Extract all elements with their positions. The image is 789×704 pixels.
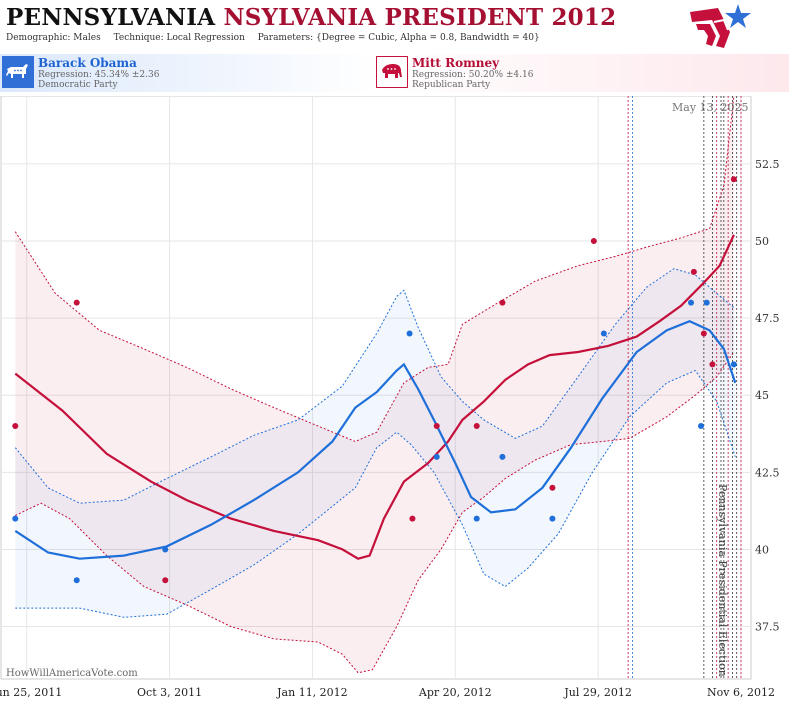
y-tick-label: 37.5 — [755, 621, 780, 634]
obama-regression: Regression: 45.34% ±2.36 — [38, 70, 160, 80]
romney-poll-point — [690, 268, 697, 275]
obama-poll-point — [73, 577, 80, 584]
romney-poll-point — [549, 484, 556, 491]
romney-trend-line — [14, 234, 735, 560]
obama-poll-point — [730, 361, 737, 368]
x-tick-label: Apr 20, 2012 — [418, 686, 492, 699]
obama-upper-bound — [14, 268, 736, 504]
romney-poll-point — [730, 176, 737, 183]
romney-poll-point — [73, 299, 80, 306]
obama-party: Democratic Party — [38, 80, 118, 90]
obama-trend-line — [14, 320, 737, 560]
elephant-icon — [376, 56, 408, 88]
y-tick-label: 45 — [755, 389, 769, 402]
parameters-label: Parameters: {Degree = Cubic, Alpha = 0.8… — [257, 33, 540, 43]
star-flag-logo-icon[interactable] — [688, 2, 752, 50]
donkey-icon — [2, 56, 34, 88]
obama-poll-point — [12, 515, 19, 522]
romney-confidence-band — [15, 96, 734, 673]
obama-confidence-band — [15, 268, 736, 618]
obama-name: Barack Obama — [38, 56, 137, 70]
y-tick-label: 52.5 — [755, 158, 780, 171]
romney-name: Mitt Romney — [412, 56, 500, 70]
poll-chart: 37.5 40 42.5 45 47.5 50 52.5 Jun 25, 2011 Oct 3,… — [0, 96, 780, 699]
obama-legend: Barack Obama Regression: 45.34% ±2.36 De… — [0, 54, 380, 92]
romney-legend: Mitt Romney Regression: 50.20% ±4.16 Rep… — [374, 54, 789, 92]
romney-poll-point — [12, 423, 19, 430]
romney-poll-point — [499, 299, 506, 306]
x-tick-label: Oct 3, 2011 — [137, 686, 202, 699]
obama-poll-point — [406, 330, 413, 337]
romney-lower-bound — [15, 351, 735, 674]
romney-poll-point — [700, 330, 707, 337]
obama-poll-point — [549, 515, 556, 522]
x-tick-label: Nov 6, 2012 — [707, 686, 775, 699]
x-tick-label: Jun 25, 2011 — [0, 686, 62, 699]
romney-poll-point — [162, 577, 169, 584]
obama-poll-point — [688, 299, 694, 306]
parameter-line: Demographic: Males Technique: Local Regr… — [6, 33, 550, 43]
plot-frame — [0, 96, 752, 680]
romney-poll-point — [590, 237, 597, 244]
obama-poll-point — [698, 423, 704, 430]
state-name: PENNSYLVANIA — [6, 4, 216, 31]
romney-poll-point — [433, 423, 440, 430]
obama-lower-bound — [15, 369, 736, 618]
obama-poll-point — [473, 515, 480, 522]
obama-poll-point — [703, 299, 710, 306]
election-label: Pennsylvania Presidential Election — [716, 484, 729, 677]
y-tick-label: 40 — [755, 543, 769, 556]
watermark: HowWillAmericaVote.com — [6, 668, 138, 679]
obama-poll-point — [433, 453, 440, 460]
page-title: PENNSYLVANIA NSYLVANIA PRESIDENT 2012 — [6, 4, 616, 31]
x-tick-label: Jan 11, 2012 — [276, 686, 348, 699]
romney-poll-point — [409, 515, 416, 522]
y-tick-label: 42.5 — [755, 466, 780, 479]
y-tick-label: 47.5 — [755, 312, 780, 325]
y-tick-label: 50 — [755, 235, 769, 248]
romney-party: Republican Party — [412, 80, 491, 90]
x-tick-label: Jul 29, 2012 — [563, 686, 632, 699]
race-title: NSYLVANIA PRESIDENT 2012 — [223, 4, 617, 31]
romney-regression: Regression: 50.20% ±4.16 — [412, 70, 534, 80]
demographic-label: Demographic: Males — [6, 33, 101, 43]
obama-poll-point — [162, 546, 169, 553]
technique-label: Technique: Local Regression — [113, 33, 245, 43]
obama-poll-point — [499, 453, 506, 460]
obama-poll-point — [600, 330, 607, 337]
date-stamp: May 13, 2025 — [672, 101, 749, 114]
romney-poll-point — [709, 361, 716, 368]
romney-poll-point — [473, 423, 480, 430]
